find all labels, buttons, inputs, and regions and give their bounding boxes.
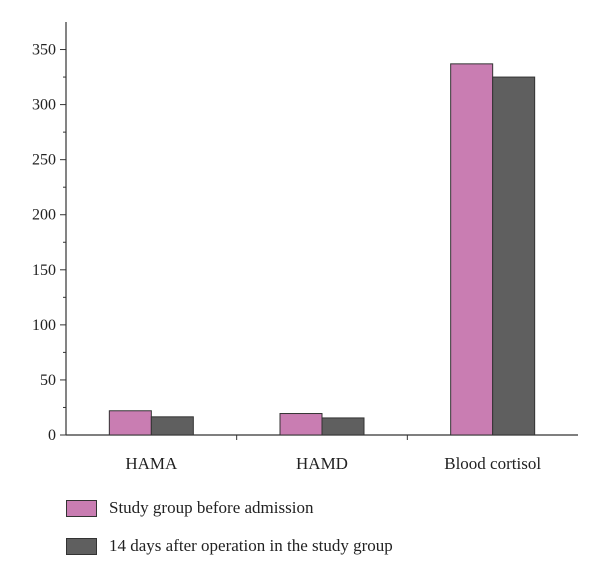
bar-hamd-series-1 <box>279 413 323 436</box>
legend-label-before-admission: Study group before admission <box>109 498 314 517</box>
x-category-label-hamd: HAMD <box>296 454 348 473</box>
bar-hamd-series-2 <box>321 417 365 436</box>
chart-labels: 0 50 100 150 200 250 300 350 HAMA HAMD Blood corti… <box>32 42 541 473</box>
chart-bars <box>108 63 536 436</box>
y-tick-label-300: 300 <box>32 97 56 114</box>
y-tick-label-350: 350 <box>32 42 56 59</box>
x-category-label-hama: HAMA <box>125 454 178 473</box>
bar-hama-series-1 <box>108 410 152 436</box>
legend-item-after-operation: 14 days after operation in the study gro… <box>66 527 393 565</box>
y-tick-label-250: 250 <box>32 152 56 169</box>
legend-swatch-before-admission <box>66 499 97 517</box>
bar-chart: 0 50 100 150 200 250 300 350 HAMA HAMD Blood corti… <box>32 22 578 473</box>
y-tick-label-0: 0 <box>48 427 56 444</box>
bar-hama-series-2 <box>150 416 194 436</box>
y-tick-label-100: 100 <box>32 317 56 334</box>
legend-item-before-admission: Study group before admission <box>66 489 393 527</box>
y-tick-label-150: 150 <box>32 262 56 279</box>
x-category-label-blood-cortisol: Blood cortisol <box>444 454 541 473</box>
legend-label-after-operation: 14 days after operation in the study gro… <box>109 536 393 555</box>
y-tick-label-50: 50 <box>40 372 56 389</box>
legend: Study group before admission 14 days aft… <box>66 489 393 565</box>
bar-blood-cortisol-series-2 <box>492 76 536 436</box>
legend-swatch-after-operation <box>66 537 97 555</box>
bar-blood-cortisol-series-1 <box>450 63 494 436</box>
y-tick-label-200: 200 <box>32 207 56 224</box>
